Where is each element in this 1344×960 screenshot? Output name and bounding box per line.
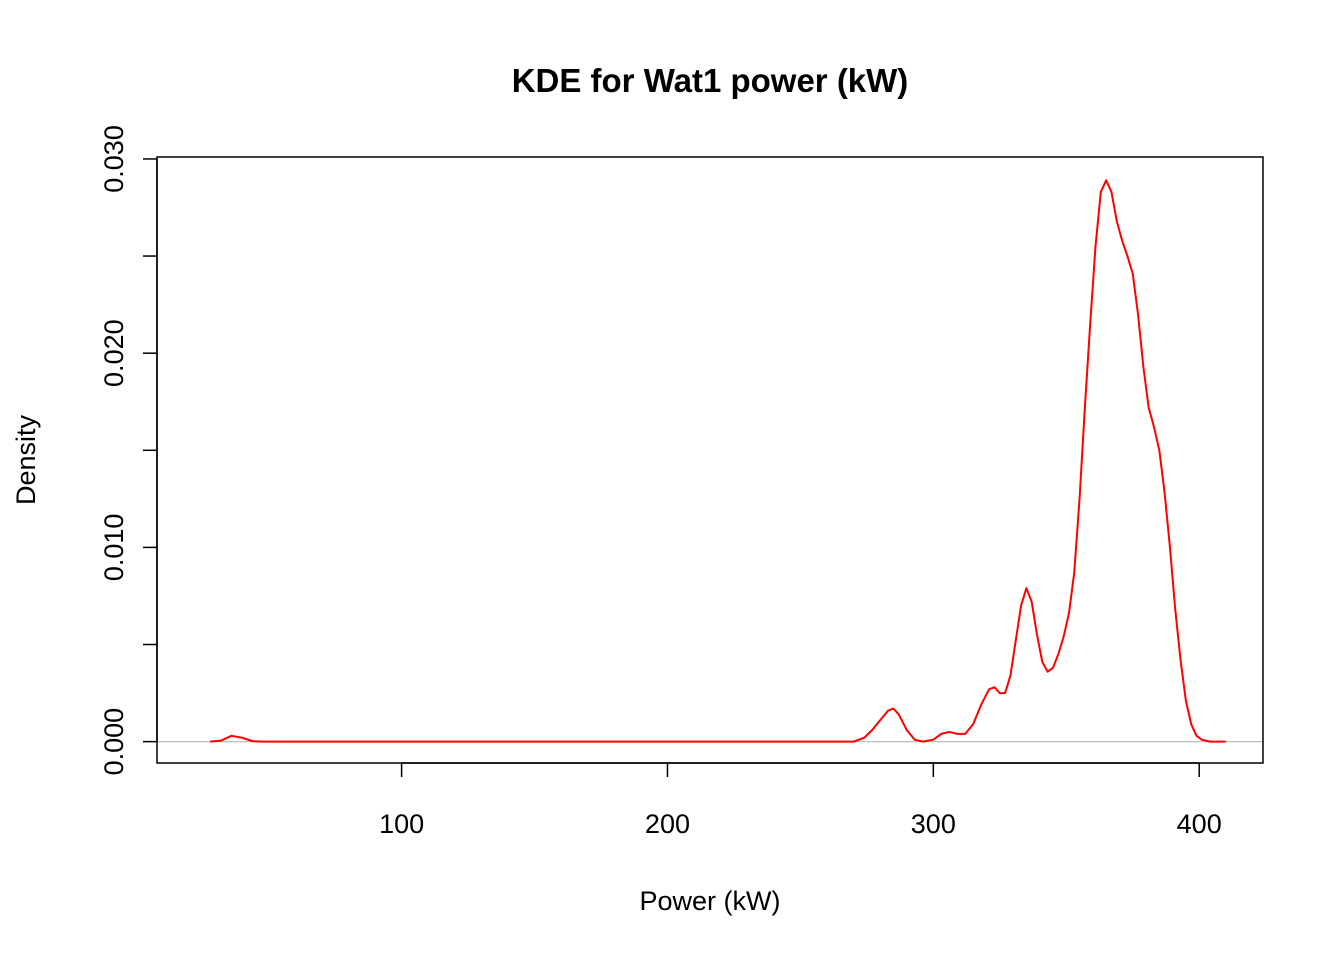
y-tick-label: 0.020 <box>99 319 129 387</box>
x-tick-label: 100 <box>379 809 424 839</box>
y-axis: 0.000 0.010 0.020 0.030 <box>99 125 158 776</box>
y-tick-label: 0.030 <box>99 125 129 193</box>
chart-title: KDE for Wat1 power (kW) <box>512 62 909 99</box>
density-line-0 <box>210 179 1226 743</box>
x-axis: 100 200 300 400 <box>379 762 1222 839</box>
x-tick-label: 200 <box>645 809 690 839</box>
series-layer <box>210 179 1226 743</box>
y-tick-label: 0.000 <box>99 708 129 776</box>
x-axis-label: Power (kW) <box>640 886 781 916</box>
x-tick-label: 400 <box>1177 809 1222 839</box>
plot-frame <box>156 156 1264 764</box>
y-axis-label: Density <box>11 414 41 505</box>
x-tick-label: 300 <box>911 809 956 839</box>
y-tick-label: 0.010 <box>99 514 129 582</box>
